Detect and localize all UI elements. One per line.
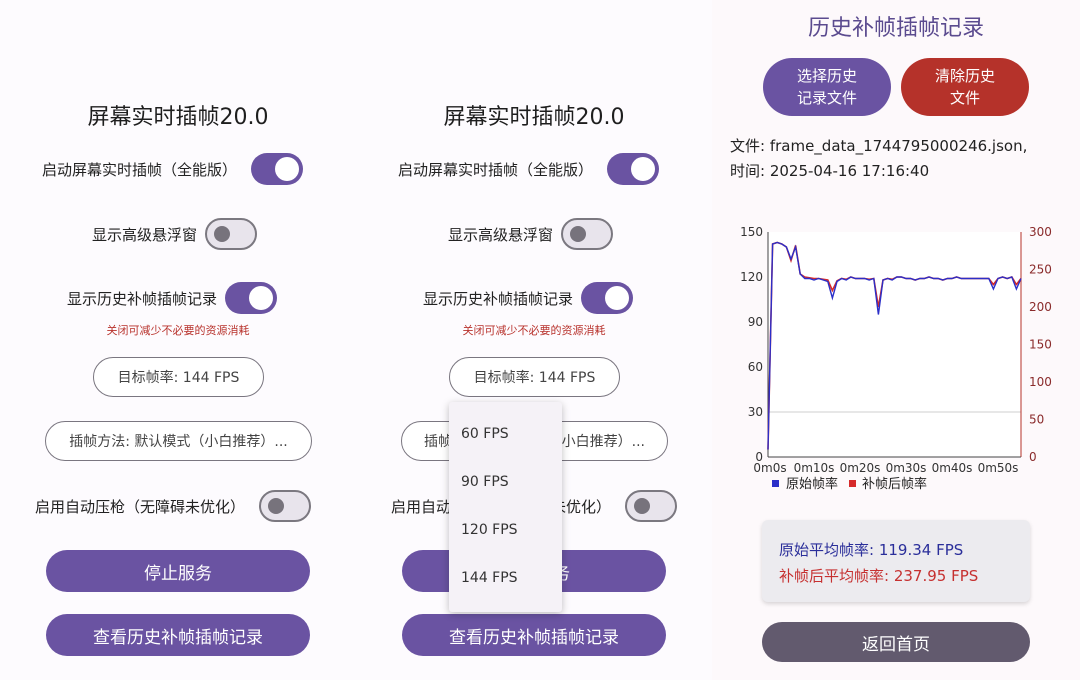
legend-swatch-original [772, 480, 779, 487]
main-screen-dropdown: 屏幕实时插帧20.0 启动屏幕实时插帧（全能版） 显示高级悬浮窗 显示历史补帧插… [356, 0, 712, 680]
legend-label-original: 原始帧率 [786, 476, 838, 492]
fps-history-chart: 0 30 60 90 120 150 0 50 100 150 200 250 300 0m0s 0m10s… [740, 225, 1052, 492]
fps-option-144[interactable]: 144 FPS [461, 570, 518, 586]
recoil-toggle-row: 启用自动 未优化） [391, 490, 677, 522]
history-toggle[interactable] [225, 282, 278, 314]
history-toggle-label: 显示历史补帧插帧记录 [67, 289, 218, 308]
toggle-knob [268, 498, 285, 514]
history-toggle-row: 显示历史补帧插帧记录 [67, 282, 278, 314]
series-line-original [767, 241, 1022, 450]
toggle-knob [214, 226, 231, 242]
x-tick-label: 0m0s [753, 461, 786, 475]
file-time-text: 时间: 2025-04-16 17:16:40 [730, 162, 930, 180]
legend-swatch-interpolated [849, 480, 856, 487]
fps-dropdown-menu: 60 FPS 90 FPS 120 FPS 144 FPS [449, 402, 562, 612]
back-home-button[interactable]: 返回首页 [762, 622, 1030, 662]
recoil-label-right: 未优化） [550, 497, 611, 516]
y-left-tick-label: 120 [740, 270, 763, 284]
view-history-button[interactable]: 查看历史补帧插帧记录 [46, 614, 310, 656]
target-fps-select[interactable]: 目标帧率: 144 FPS [449, 357, 620, 397]
method-label-right: 小白推荐）... [561, 434, 645, 450]
x-tick-label: 0m50s [978, 461, 1019, 475]
legend-label-interpolated: 补帧后帧率 [862, 476, 927, 492]
y-left-tick-label: 150 [740, 225, 763, 239]
float-window-toggle[interactable] [561, 218, 614, 250]
float-window-toggle-label: 显示高级悬浮窗 [448, 225, 554, 244]
y-left-tick-label: 60 [748, 360, 763, 374]
x-tick-label: 0m30s [886, 461, 927, 475]
fullscreen-toggle[interactable] [607, 153, 660, 185]
x-tick-label: 0m20s [840, 461, 881, 475]
toggle-knob [634, 498, 650, 514]
y-right-tick-label: 250 [1029, 263, 1052, 277]
fullscreen-toggle-row: 启动屏幕实时插帧（全能版） [398, 153, 660, 185]
avg-interpolated-fps: 补帧后平均帧率: 237.95 FPS [779, 567, 979, 585]
recoil-label-left: 启用自动 [391, 497, 452, 516]
file-name-text: 文件: frame_data_1744795000246.json, [730, 137, 1028, 155]
stop-service-button[interactable]: 停止服务 [46, 550, 310, 592]
history-toggle[interactable] [581, 282, 634, 314]
page-title: 屏幕实时插帧20.0 [443, 105, 625, 130]
y-left-tick-label: 0 [755, 450, 763, 464]
average-stats-card: 原始平均帧率: 119.34 FPS 补帧后平均帧率: 237.95 FPS [762, 520, 1030, 602]
fps-option-90[interactable]: 90 FPS [461, 474, 509, 490]
float-window-toggle[interactable] [205, 218, 258, 250]
fps-option-60[interactable]: 60 FPS [461, 426, 509, 442]
target-fps-select[interactable]: 目标帧率: 144 FPS [93, 357, 264, 397]
toggle-knob [631, 157, 656, 181]
history-toggle-label: 显示历史补帧插帧记录 [423, 289, 574, 308]
history-screen: 历史补帧插帧记录 选择历史 记录文件 清除历史 文件 文件: frame_dat… [712, 0, 1080, 680]
float-window-toggle-label: 显示高级悬浮窗 [92, 225, 198, 244]
select-history-file-button[interactable]: 选择历史 记录文件 [763, 58, 891, 116]
avg-original-fps: 原始平均帧率: 119.34 FPS [779, 541, 964, 559]
recoil-toggle-row: 启用自动压枪（无障碍未优化） [35, 490, 312, 522]
toggle-knob [605, 286, 630, 310]
float-window-toggle-row: 显示高级悬浮窗 [92, 218, 258, 250]
y-right-tick-label: 0 [1029, 450, 1037, 464]
y-right-tick-label: 300 [1029, 225, 1052, 239]
page-title: 屏幕实时插帧20.0 [87, 105, 269, 130]
recoil-toggle-label: 启用自动压枪（无障碍未优化） [35, 497, 246, 516]
fullscreen-toggle-label: 启动屏幕实时插帧（全能版） [398, 160, 594, 179]
y-right-tick-label: 150 [1029, 338, 1052, 352]
toggle-knob [570, 226, 587, 242]
y-right-tick-label: 50 [1029, 413, 1044, 427]
float-window-toggle-row: 显示高级悬浮窗 [448, 218, 614, 250]
page-title: 历史补帧插帧记录 [807, 16, 984, 41]
history-toggle-row: 显示历史补帧插帧记录 [423, 282, 634, 314]
toggle-knob [275, 157, 300, 181]
fps-option-120[interactable]: 120 FPS [461, 522, 518, 538]
plot-area [768, 232, 1021, 457]
fullscreen-toggle-row: 启动屏幕实时插帧（全能版） [42, 153, 304, 185]
recoil-toggle[interactable] [259, 490, 312, 522]
main-screen: 屏幕实时插帧20.0 启动屏幕实时插帧（全能版） 显示高级悬浮窗 显示历史补帧插… [0, 0, 356, 680]
toggle-knob [249, 286, 274, 310]
method-label-left: 插帧 [424, 434, 452, 450]
y-left-tick-label: 90 [748, 315, 763, 329]
resource-hint: 关闭可减少不必要的资源消耗 [106, 324, 250, 337]
resource-hint: 关闭可减少不必要的资源消耗 [462, 324, 606, 337]
clear-history-button[interactable]: 清除历史 文件 [901, 58, 1029, 116]
view-history-button[interactable]: 查看历史补帧插帧记录 [402, 614, 666, 656]
y-right-tick-label: 200 [1029, 300, 1052, 314]
fullscreen-toggle-label: 启动屏幕实时插帧（全能版） [42, 160, 238, 179]
y-left-tick-label: 30 [748, 405, 763, 419]
x-tick-label: 0m40s [932, 461, 973, 475]
interpolation-method-select[interactable]: 插帧方法: 默认模式（小白推荐）... [45, 421, 312, 461]
recoil-toggle[interactable] [625, 490, 677, 522]
y-right-tick-label: 100 [1029, 375, 1052, 389]
x-tick-label: 0m10s [794, 461, 835, 475]
fullscreen-toggle[interactable] [251, 153, 304, 185]
